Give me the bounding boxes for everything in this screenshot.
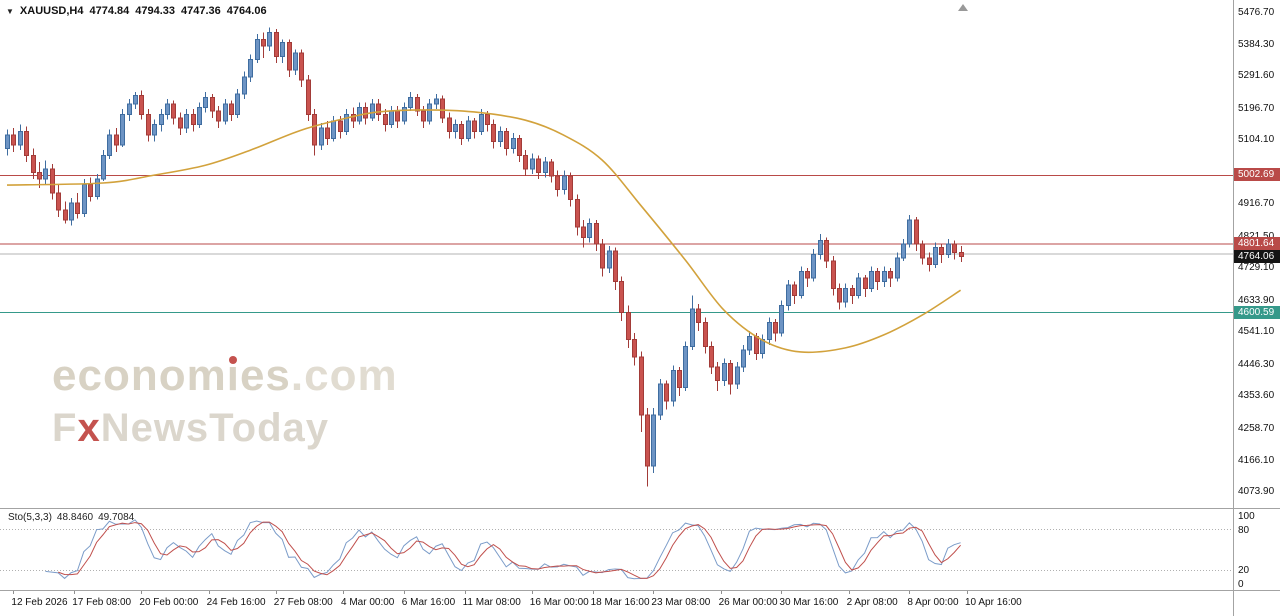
time-tick-label: 12 Feb 2026 <box>11 597 68 608</box>
close-value: 4764.06 <box>226 5 267 17</box>
time-tick-label: 10 Apr 16:00 <box>965 597 1022 608</box>
stochastic-panel[interactable]: Sto(5,3,3) 48.8460 49.7084 <box>0 510 1233 590</box>
time-tick-mark <box>208 591 210 594</box>
time-tick-mark <box>781 591 783 594</box>
time-tick-mark <box>653 591 655 594</box>
support-price-label: 4600.59 <box>1234 305 1280 319</box>
time-tick-mark <box>275 591 277 594</box>
time-tick-mark <box>403 591 405 594</box>
time-tick-mark <box>141 591 143 594</box>
time-axis[interactable]: 12 Feb 2026 17 Feb 08:00 20 Feb 00:00 24 Fe… <box>0 591 1233 616</box>
panel-separator[interactable] <box>0 508 1280 509</box>
price-tick-label: 4633.90 <box>1238 294 1275 306</box>
resistance-price-label-1: 5002.69 <box>1234 168 1280 182</box>
bid-price-label: 4764.06 <box>1234 249 1280 263</box>
sto-level-label: 100 <box>1238 511 1255 522</box>
time-tick-label: 27 Feb 08:00 <box>273 597 333 608</box>
stochastic-main-line <box>45 519 961 580</box>
time-tick-label: 17 Feb 08:00 <box>72 597 132 608</box>
time-tick-label: 4 Mar 00:00 <box>341 597 395 608</box>
watermark-brand: economies.com <box>52 354 398 398</box>
watermark-subbrand: FxNewsToday <box>52 408 398 448</box>
price-tick-label: 4541.10 <box>1238 326 1275 338</box>
price-tick-label: 4166.10 <box>1238 454 1275 466</box>
stochastic-signal-value: 49.7084 <box>98 512 135 523</box>
time-tick-mark <box>909 591 911 594</box>
time-tick-label: 6 Mar 16:00 <box>401 597 456 608</box>
watermark-text: es <box>239 351 291 400</box>
time-tick-mark <box>967 591 968 594</box>
price-tick-label: 5384.30 <box>1238 38 1275 50</box>
symbol-dropdown-icon[interactable]: ▼ <box>6 6 14 16</box>
candles-layer <box>4 27 965 487</box>
chart-shift-icon[interactable] <box>958 4 968 11</box>
price-tick-label: 5196.70 <box>1238 102 1275 114</box>
time-tick-mark <box>848 591 850 594</box>
watermark-domain: .com <box>290 351 398 400</box>
price-tick-label: 4073.90 <box>1238 485 1275 497</box>
stochastic-signal-line <box>58 521 961 579</box>
stochastic-chart[interactable] <box>0 510 1233 590</box>
price-axis-separator <box>1233 0 1234 616</box>
open-value: 4774.84 <box>89 5 130 17</box>
price-tick-label: 4916.70 <box>1238 198 1275 210</box>
price-tick-label: 4821.50 <box>1238 231 1274 243</box>
sto-level-label: 0 <box>1238 579 1244 590</box>
axis-separator <box>0 590 1280 591</box>
stochastic-title: Sto(5,3,3) <box>8 512 52 523</box>
watermark-dotted-i: i <box>226 351 240 400</box>
main-chart-area[interactable]: economies.com FxNewsToday ▼ XAUUSD,H4 47… <box>0 0 1233 508</box>
price-axis[interactable]: 5476.70 5384.30 5291.60 5196.70 5104.10 4916.… <box>1234 0 1280 616</box>
stochastic-info: Sto(5,3,3) 48.8460 49.7084 <box>8 512 139 523</box>
price-tick-label: 5291.60 <box>1238 70 1275 82</box>
time-tick-label: 20 Feb 00:00 <box>139 597 199 608</box>
time-tick-label: 23 Mar 08:00 <box>651 597 711 608</box>
candlestick-chart[interactable] <box>0 0 1233 508</box>
time-tick-label: 26 Mar 00:00 <box>718 597 778 608</box>
time-tick-mark <box>74 591 76 594</box>
watermark-text: NewsToday <box>100 406 330 450</box>
price-tick-label: 4729.10 <box>1238 262 1275 274</box>
watermark-text: F <box>52 406 78 450</box>
resistance-price-label-2: 4801.64 <box>1234 237 1280 251</box>
sto-level-label: 20 <box>1238 565 1250 577</box>
time-tick-label: 18 Mar 16:00 <box>590 597 650 608</box>
symbol-period-label: XAUUSD,H4 <box>19 5 84 17</box>
time-tick-label: 16 Mar 00:00 <box>529 597 589 608</box>
high-value: 4794.33 <box>135 5 176 17</box>
time-tick-mark <box>13 591 15 594</box>
low-value: 4747.36 <box>181 5 221 17</box>
time-tick-label: 2 Apr 08:00 <box>846 597 898 608</box>
stochastic-main-value: 48.8460 <box>56 512 94 523</box>
moving-average-line <box>6 109 962 354</box>
time-tick-label: 8 Apr 00:00 <box>907 597 959 608</box>
symbol-ohlc-info: ▼ XAUUSD,H4 4774.84 4794.33 4747.36 4764… <box>6 5 267 17</box>
watermark-text: econom <box>52 351 227 400</box>
watermark: economies.com FxNewsToday <box>52 354 398 449</box>
time-tick-mark <box>464 591 466 594</box>
price-tick-label: 5104.10 <box>1238 134 1275 146</box>
time-tick-mark <box>592 591 594 594</box>
price-tick-label: 5476.70 <box>1238 7 1275 19</box>
price-tick-label: 4353.60 <box>1238 390 1275 402</box>
price-tick-label: 4446.30 <box>1238 358 1275 370</box>
time-tick-label: 24 Feb 16:00 <box>206 597 266 608</box>
time-tick-mark <box>531 591 533 594</box>
watermark-accent-x: x <box>77 406 101 450</box>
time-tick-label: 30 Mar 16:00 <box>779 597 839 608</box>
time-tick-mark <box>343 591 344 594</box>
price-tick-label: 4258.70 <box>1238 422 1275 434</box>
time-tick-label: 11 Mar 08:00 <box>462 597 521 608</box>
sto-level-label: 80 <box>1238 524 1250 536</box>
time-tick-mark <box>720 591 722 594</box>
hlines-layer <box>0 174 1233 314</box>
